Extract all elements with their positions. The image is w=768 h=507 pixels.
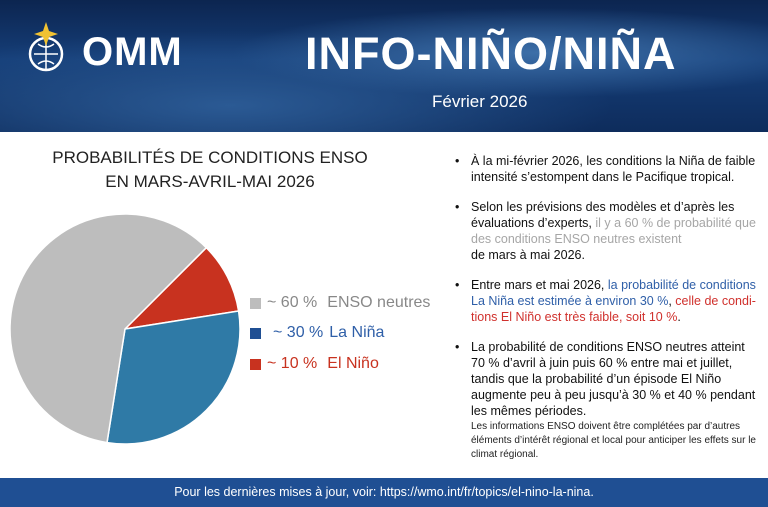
legend-swatch xyxy=(250,297,261,309)
legend-item-neutral: ~ 60 % ENSO neutres xyxy=(250,294,430,312)
legend-label: La Niña xyxy=(329,324,385,341)
pie-slice-enso-neutres xyxy=(9,213,208,444)
bullet-3: Entre mars et mai 2026, la probabilité d… xyxy=(455,277,760,325)
bullet-4: La probabilité de conditions ENSO neutre… xyxy=(455,339,760,419)
text: . xyxy=(677,310,681,324)
legend-label: El Niño xyxy=(327,355,379,372)
pie-chart xyxy=(9,213,241,445)
bullet-2: Selon les prévisions des modèles et d’ap… xyxy=(455,199,760,263)
legend-item-la-nina: ~ 30 % La Niña xyxy=(250,324,384,342)
text-highlight-neutral: il y a 60 % de probabilité que des condi… xyxy=(471,216,756,246)
pie-slice-la-ni-a xyxy=(106,310,241,445)
legend-value: ~ 30 % xyxy=(273,324,324,341)
footnote: Les informations ENSO doivent être compl… xyxy=(471,421,756,460)
org-name: OMM xyxy=(82,30,183,74)
text-highlight-la-nina: la probabilité de conditions La Niña est… xyxy=(471,278,756,308)
bullet-1: À la mi-février 2026, les conditions la … xyxy=(455,153,760,185)
pie-slice-el-ni-o xyxy=(122,246,240,331)
footer-link[interactable]: Pour les dernières mises à jour, voir: h… xyxy=(0,478,768,507)
chart-title-line1: PROBABILITÉS DE CONDITIONS ENSO xyxy=(52,148,368,167)
issue-date: Février 2026 xyxy=(432,92,528,111)
legend-label: ENSO neutres xyxy=(327,294,431,311)
text: , xyxy=(668,294,676,308)
legend-value: ~ 60 % xyxy=(267,294,318,311)
text: Selon les prévisions des modèles et d’ap… xyxy=(471,200,735,230)
header-banner: OMM INFO-NIÑO/NIÑA Février 2026 xyxy=(0,0,768,132)
text: de mars à mai 2026. xyxy=(471,248,585,262)
page-title: INFO-NIÑO/NIÑA xyxy=(305,28,677,79)
wmo-logo-icon xyxy=(28,22,64,72)
legend-value: ~ 10 % xyxy=(267,355,318,372)
chart-title: PROBABILITÉS DE CONDITIONS ENSO EN MARS-… xyxy=(30,146,390,194)
key-points: À la mi-février 2026, les conditions la … xyxy=(455,153,760,433)
legend-swatch xyxy=(250,327,261,339)
text-highlight-el-nino: celle de condi­tions El Niño est très fa… xyxy=(471,294,756,324)
text: Entre mars et mai 2026, xyxy=(471,278,608,292)
legend-swatch xyxy=(250,358,261,370)
legend-item-el-nino: ~ 10 % El Niño xyxy=(250,355,379,373)
chart-title-line2: EN MARS-AVRIL-MAI 2026 xyxy=(105,172,315,191)
